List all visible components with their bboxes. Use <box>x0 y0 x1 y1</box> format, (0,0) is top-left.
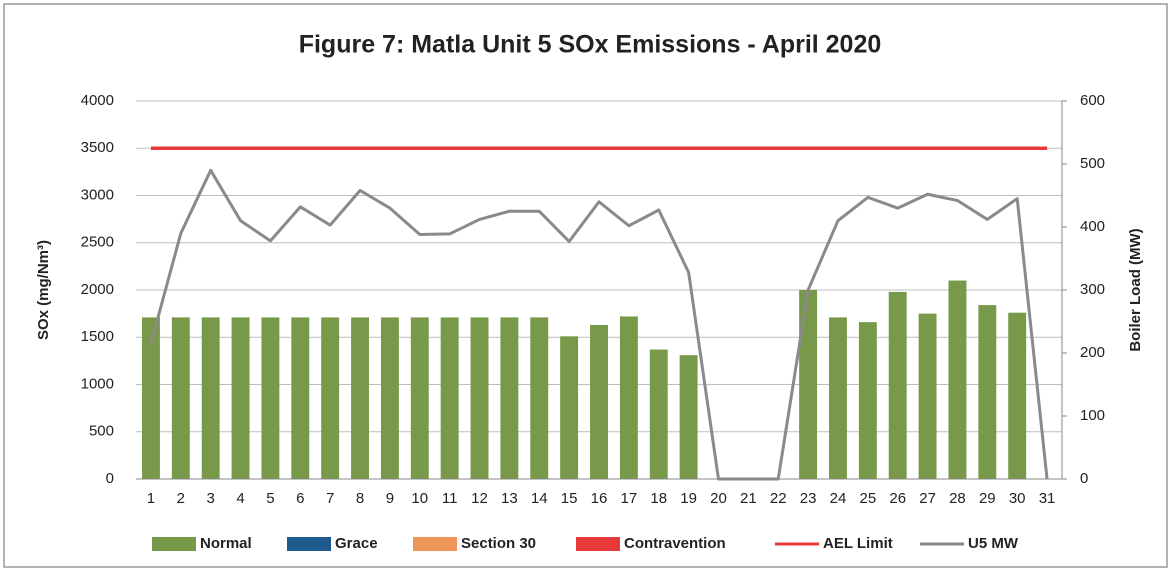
frame <box>3 3 1168 568</box>
x-tick-label: 10 <box>411 490 428 507</box>
x-tick-label: 4 <box>236 490 244 507</box>
y-tick-label: 2500 <box>81 234 114 251</box>
bar <box>351 317 369 479</box>
x-tick-label: 23 <box>800 490 817 507</box>
y-tick-label: 500 <box>89 423 114 440</box>
legend-swatch <box>152 537 196 551</box>
x-tick-label: 5 <box>266 490 274 507</box>
x-tick-label: 27 <box>919 490 936 507</box>
x-tick-label: 16 <box>591 490 608 507</box>
x-tick-label: 28 <box>949 490 966 507</box>
y-tick-label: 0 <box>106 470 114 487</box>
x-tick-label: 31 <box>1039 490 1056 507</box>
x-tick-label: 13 <box>501 490 518 507</box>
bar <box>858 322 877 479</box>
bar <box>171 317 190 479</box>
bar <box>470 317 489 479</box>
bar <box>829 317 847 479</box>
legend-swatch <box>413 537 457 551</box>
x-tick-label: 3 <box>207 490 215 507</box>
legend-swatch <box>576 537 620 551</box>
y-tick-label: 1500 <box>81 328 114 345</box>
x-tick-label: 6 <box>296 490 304 507</box>
x-tick-label: 12 <box>471 490 488 507</box>
y2-tick-label: 600 <box>1080 92 1105 109</box>
legend-label: Normal <box>200 535 252 552</box>
bar <box>231 317 250 479</box>
x-tick-label: 17 <box>621 490 638 507</box>
bar <box>888 291 907 479</box>
x-tick-label: 29 <box>979 490 996 507</box>
x-tick-label: 2 <box>177 490 185 507</box>
y2-tick-label: 200 <box>1080 344 1105 361</box>
legend-label: AEL Limit <box>823 535 893 552</box>
bar <box>590 324 608 479</box>
y2-tick-label: 400 <box>1080 218 1105 235</box>
y-tick-label: 3500 <box>81 139 114 156</box>
bar <box>649 349 668 479</box>
bar <box>380 317 399 479</box>
legend-label: Contravention <box>624 535 726 552</box>
y2-tick-label: 0 <box>1080 470 1088 487</box>
bar <box>530 317 549 479</box>
y2-tick-label: 300 <box>1080 281 1105 298</box>
y2-axis-title: Boiler Load (MW) <box>1127 228 1144 351</box>
x-tick-label: 11 <box>442 490 458 507</box>
legend-label: Grace <box>335 535 378 552</box>
bar <box>679 355 698 479</box>
bar <box>500 317 519 479</box>
y-tick-label: 1000 <box>81 375 114 392</box>
legend-label: U5 MW <box>968 535 1019 552</box>
bar <box>978 305 997 479</box>
x-tick-label: 14 <box>531 490 548 507</box>
bar <box>291 317 310 479</box>
x-tick-label: 9 <box>386 490 394 507</box>
chart-title: Figure 7: Matla Unit 5 SOx Emissions - A… <box>299 31 882 59</box>
y-tick-label: 4000 <box>81 92 114 109</box>
bar <box>560 336 579 479</box>
legend-swatch <box>287 537 331 551</box>
y-tick-label: 2000 <box>81 281 114 298</box>
x-tick-label: 24 <box>830 490 847 507</box>
bar <box>201 317 220 479</box>
x-tick-label: 7 <box>326 490 334 507</box>
bar <box>321 317 340 479</box>
y2-tick-label: 500 <box>1080 155 1105 172</box>
bar <box>141 317 160 479</box>
x-tick-label: 18 <box>650 490 667 507</box>
x-tick-label: 21 <box>740 490 757 507</box>
x-tick-label: 25 <box>859 490 876 507</box>
bar <box>410 317 429 479</box>
x-tick-label: 19 <box>680 490 697 507</box>
legend-label: Section 30 <box>461 535 536 552</box>
bar <box>799 290 818 479</box>
bar <box>619 316 638 479</box>
x-tick-label: 1 <box>147 490 155 507</box>
x-tick-label: 22 <box>770 490 787 507</box>
y-axis-title: SOx (mg/Nm³) <box>35 240 52 340</box>
bar <box>918 313 937 479</box>
bar <box>948 280 967 479</box>
y2-tick-label: 100 <box>1080 407 1105 424</box>
bar <box>1008 312 1027 479</box>
x-tick-label: 15 <box>561 490 578 507</box>
y-tick-label: 3000 <box>81 186 114 203</box>
line-series <box>149 168 1049 481</box>
x-tick-label: 26 <box>889 490 906 507</box>
bar <box>261 317 280 479</box>
x-tick-label: 20 <box>710 490 727 507</box>
bar <box>440 317 459 479</box>
x-tick-label: 8 <box>356 490 364 507</box>
x-tick-label: 30 <box>1009 490 1026 507</box>
